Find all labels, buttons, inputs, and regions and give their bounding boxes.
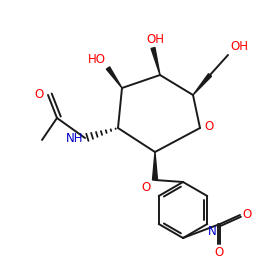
Text: N: N xyxy=(208,225,217,238)
Text: O: O xyxy=(242,209,251,222)
Text: O: O xyxy=(214,246,224,259)
Polygon shape xyxy=(106,67,122,88)
Text: O: O xyxy=(142,181,151,194)
Text: OH: OH xyxy=(146,33,164,46)
Text: HO: HO xyxy=(88,53,106,66)
Text: OH: OH xyxy=(230,40,248,53)
Text: NH: NH xyxy=(65,132,83,146)
Text: O: O xyxy=(35,88,44,101)
Polygon shape xyxy=(151,48,160,75)
Text: O: O xyxy=(204,120,213,134)
Polygon shape xyxy=(153,152,158,180)
Polygon shape xyxy=(193,74,212,95)
